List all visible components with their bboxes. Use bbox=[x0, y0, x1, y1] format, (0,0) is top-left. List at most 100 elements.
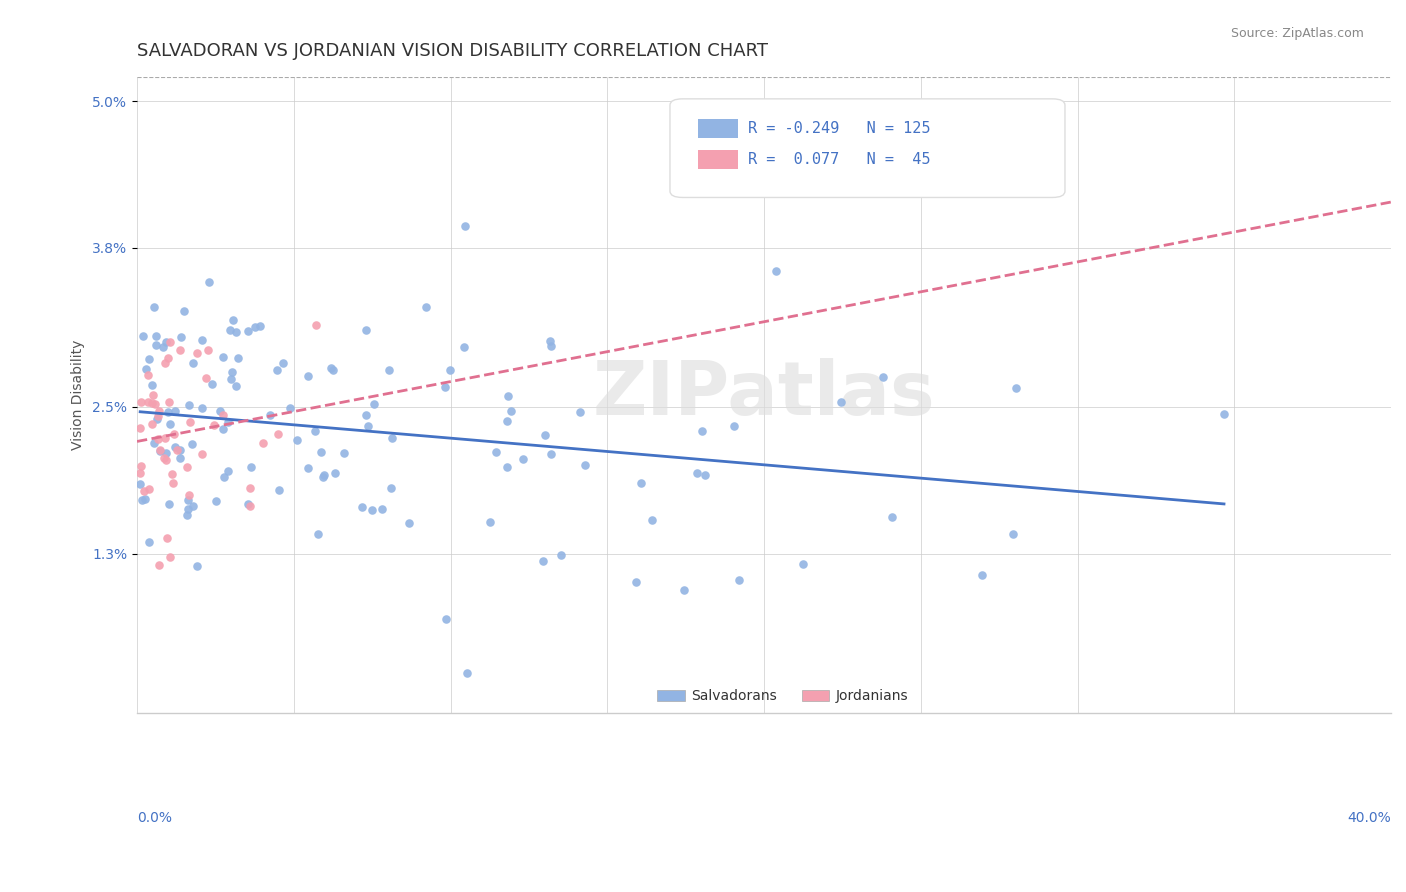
Point bbox=[156, 351, 179, 365]
Point bbox=[202, 417, 225, 432]
Point bbox=[169, 442, 191, 457]
Y-axis label: Vision Disability: Vision Disability bbox=[72, 340, 86, 450]
Point bbox=[194, 371, 217, 385]
FancyBboxPatch shape bbox=[801, 690, 830, 701]
Point bbox=[538, 334, 561, 349]
Point bbox=[142, 436, 165, 450]
Point bbox=[129, 466, 152, 480]
Point bbox=[534, 428, 557, 442]
Point bbox=[479, 515, 502, 529]
Point bbox=[155, 431, 177, 445]
FancyBboxPatch shape bbox=[671, 99, 1064, 197]
Point bbox=[238, 497, 260, 511]
Point bbox=[222, 313, 245, 327]
Point bbox=[177, 488, 200, 502]
Point bbox=[165, 403, 187, 417]
Point bbox=[152, 341, 174, 355]
Point bbox=[146, 432, 169, 446]
Point bbox=[136, 394, 159, 409]
Point bbox=[132, 484, 155, 499]
Point bbox=[186, 346, 208, 360]
Point bbox=[311, 469, 333, 483]
Point bbox=[574, 458, 596, 473]
Point bbox=[354, 323, 377, 337]
Point bbox=[177, 501, 200, 516]
Point bbox=[332, 445, 354, 459]
Point bbox=[162, 475, 184, 490]
Point bbox=[271, 356, 294, 370]
Point bbox=[278, 401, 301, 415]
Point bbox=[304, 424, 326, 438]
Point bbox=[129, 394, 152, 409]
Point bbox=[155, 335, 177, 350]
Point bbox=[501, 404, 523, 418]
Point bbox=[380, 481, 402, 495]
Point bbox=[723, 418, 745, 433]
Point bbox=[135, 361, 157, 376]
Point bbox=[191, 447, 214, 461]
Point bbox=[212, 470, 235, 484]
Point bbox=[1004, 381, 1026, 395]
Point bbox=[352, 500, 374, 515]
Point bbox=[217, 415, 239, 429]
Point bbox=[157, 498, 180, 512]
Point bbox=[129, 477, 152, 491]
Point bbox=[138, 483, 160, 497]
Point bbox=[134, 492, 156, 507]
Text: Source: ZipAtlas.com: Source: ZipAtlas.com bbox=[1230, 27, 1364, 40]
Point bbox=[693, 467, 716, 482]
Point bbox=[305, 318, 328, 332]
Point bbox=[252, 435, 274, 450]
Point bbox=[149, 443, 172, 458]
Point bbox=[141, 396, 163, 410]
Point bbox=[179, 415, 201, 429]
Point bbox=[163, 440, 186, 454]
Point bbox=[129, 459, 152, 474]
Point bbox=[170, 330, 193, 344]
Point bbox=[1213, 408, 1236, 422]
Point bbox=[690, 425, 713, 439]
Point bbox=[377, 363, 399, 377]
Point bbox=[141, 417, 163, 431]
Point bbox=[163, 427, 186, 442]
Point bbox=[138, 351, 160, 366]
Point bbox=[146, 412, 169, 426]
Point bbox=[765, 264, 787, 278]
Point bbox=[792, 557, 814, 571]
Point bbox=[159, 549, 181, 564]
Point bbox=[149, 443, 172, 458]
Point bbox=[138, 535, 160, 549]
Point bbox=[129, 421, 152, 435]
Point bbox=[141, 378, 163, 392]
Point bbox=[249, 318, 271, 333]
Point bbox=[568, 405, 591, 419]
Point bbox=[540, 339, 562, 353]
Point bbox=[201, 377, 224, 392]
Point bbox=[360, 503, 382, 517]
Point bbox=[380, 431, 402, 445]
Point bbox=[624, 575, 647, 590]
Point bbox=[191, 333, 214, 347]
Point bbox=[176, 459, 198, 474]
Text: SALVADORAN VS JORDANIAN VISION DISABILITY CORRELATION CHART: SALVADORAN VS JORDANIAN VISION DISABILIT… bbox=[136, 42, 768, 60]
Text: 0.0%: 0.0% bbox=[136, 811, 172, 824]
Text: Jordanians: Jordanians bbox=[835, 689, 908, 703]
Point bbox=[321, 360, 343, 375]
Point bbox=[309, 445, 332, 459]
Point bbox=[322, 363, 344, 377]
Text: 40.0%: 40.0% bbox=[1347, 811, 1391, 824]
Point bbox=[197, 343, 219, 357]
Point bbox=[177, 398, 200, 412]
Point bbox=[217, 464, 239, 478]
Point bbox=[297, 369, 319, 384]
Point bbox=[166, 442, 188, 457]
FancyBboxPatch shape bbox=[658, 690, 685, 701]
Point bbox=[243, 320, 266, 334]
Point bbox=[673, 582, 696, 597]
Point bbox=[155, 452, 177, 467]
Point bbox=[205, 494, 228, 508]
Point bbox=[176, 508, 198, 523]
Point bbox=[153, 450, 176, 465]
Point bbox=[356, 418, 378, 433]
Point bbox=[972, 567, 994, 582]
